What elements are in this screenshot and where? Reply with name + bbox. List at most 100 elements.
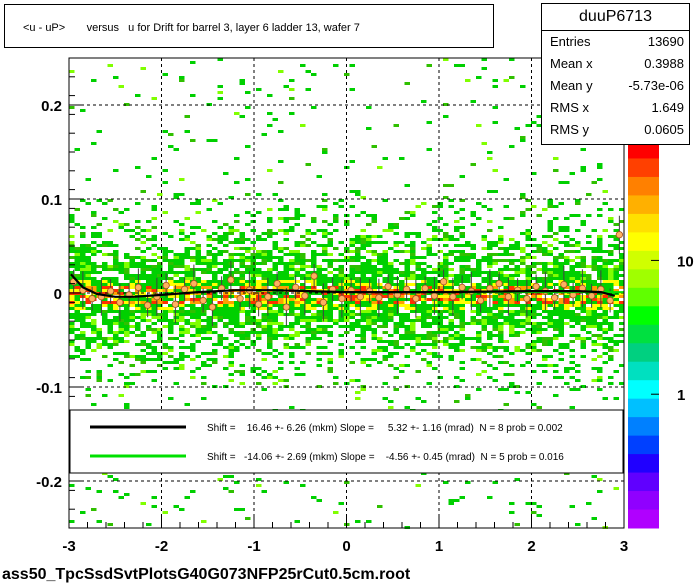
heat-cell bbox=[294, 211, 300, 214]
heat-cell bbox=[245, 238, 251, 241]
heat-cell bbox=[294, 373, 300, 376]
heat-cell bbox=[212, 295, 218, 298]
heat-cell bbox=[591, 517, 597, 520]
heat-cell bbox=[349, 379, 355, 382]
heat-cell bbox=[283, 262, 289, 265]
heat-cell bbox=[448, 301, 454, 304]
heat-cell bbox=[272, 334, 278, 337]
heat-cell bbox=[575, 271, 581, 274]
heat-cell bbox=[503, 301, 509, 304]
heat-cell bbox=[470, 244, 476, 247]
heat-cell bbox=[569, 244, 575, 247]
heat-cell bbox=[289, 337, 295, 340]
heat-cell bbox=[124, 229, 130, 232]
heat-cell bbox=[267, 232, 273, 235]
heat-cell bbox=[113, 280, 119, 283]
heat-cell bbox=[80, 325, 86, 328]
heat-cell bbox=[454, 385, 460, 388]
heat-cell bbox=[459, 250, 465, 253]
heat-cell bbox=[382, 292, 388, 295]
heat-cell bbox=[597, 244, 603, 247]
heat-cell bbox=[322, 268, 328, 271]
heat-cell bbox=[426, 277, 432, 280]
heat-cell bbox=[564, 244, 570, 247]
heat-cell bbox=[261, 319, 267, 322]
heat-cell bbox=[547, 268, 553, 271]
heat-cell bbox=[536, 322, 542, 325]
heat-cell bbox=[509, 373, 515, 376]
heat-cell bbox=[107, 475, 113, 478]
heat-cell bbox=[338, 265, 344, 268]
heat-cell bbox=[278, 334, 284, 337]
heat-cell bbox=[162, 73, 168, 76]
heat-cell bbox=[399, 370, 405, 373]
heat-cell bbox=[195, 316, 201, 319]
heat-cell bbox=[256, 235, 262, 238]
heat-cell bbox=[382, 256, 388, 259]
heat-cell bbox=[421, 271, 427, 274]
profile-point bbox=[181, 285, 189, 293]
heat-cell bbox=[223, 346, 229, 349]
heat-cell bbox=[547, 355, 553, 358]
heat-cell bbox=[569, 301, 575, 304]
heat-cell bbox=[338, 280, 344, 283]
heat-cell bbox=[102, 241, 108, 244]
heat-cell bbox=[223, 355, 229, 358]
heat-cell bbox=[124, 286, 130, 289]
heat-cell bbox=[234, 214, 240, 217]
heat-cell bbox=[509, 328, 515, 331]
heat-cell bbox=[553, 277, 559, 280]
heat-cell bbox=[184, 130, 190, 133]
heat-cell bbox=[399, 316, 405, 319]
heat-cell bbox=[124, 325, 130, 328]
heat-cell bbox=[278, 208, 284, 211]
heat-cell bbox=[316, 346, 322, 349]
heat-cell bbox=[333, 229, 339, 232]
heat-cell bbox=[124, 313, 130, 316]
heat-cell bbox=[228, 256, 234, 259]
heat-cell bbox=[179, 178, 185, 181]
heat-cell bbox=[404, 406, 410, 409]
heat-cell bbox=[333, 298, 339, 301]
heat-cell bbox=[91, 241, 97, 244]
heat-cell bbox=[333, 304, 339, 307]
heat-cell bbox=[382, 265, 388, 268]
heat-cell bbox=[432, 253, 438, 256]
heat-cell bbox=[619, 280, 625, 283]
heat-cell bbox=[481, 328, 487, 331]
heat-cell bbox=[415, 283, 421, 286]
heat-cell bbox=[476, 271, 482, 274]
heat-cell bbox=[294, 298, 300, 301]
heat-cell bbox=[575, 298, 581, 301]
heat-cell bbox=[113, 220, 119, 223]
heat-cell bbox=[481, 346, 487, 349]
heat-cell bbox=[107, 244, 113, 247]
heat-cell bbox=[91, 508, 97, 511]
heat-cell bbox=[80, 316, 86, 319]
heat-cell bbox=[448, 322, 454, 325]
heat-cell bbox=[294, 214, 300, 217]
heat-cell bbox=[162, 277, 168, 280]
heat-cell bbox=[393, 304, 399, 307]
heat-cell bbox=[355, 280, 361, 283]
heat-cell bbox=[91, 289, 97, 292]
heat-cell bbox=[448, 502, 454, 505]
heat-cell bbox=[371, 337, 377, 340]
heat-cell bbox=[212, 286, 218, 289]
heat-cell bbox=[360, 247, 366, 250]
heat-cell bbox=[102, 355, 108, 358]
heat-cell bbox=[102, 298, 108, 301]
heat-cell bbox=[492, 121, 498, 124]
heat-cell bbox=[349, 64, 355, 67]
heat-cell bbox=[404, 313, 410, 316]
heat-cell bbox=[261, 376, 267, 379]
heat-cell bbox=[173, 286, 179, 289]
heat-cell bbox=[256, 211, 262, 214]
profile-point bbox=[551, 294, 559, 302]
heat-cell bbox=[74, 319, 80, 322]
heat-cell bbox=[608, 349, 614, 352]
heat-cell bbox=[118, 373, 124, 376]
profile-point bbox=[301, 292, 309, 300]
heat-cell bbox=[80, 511, 86, 514]
heat-cell bbox=[470, 214, 476, 217]
